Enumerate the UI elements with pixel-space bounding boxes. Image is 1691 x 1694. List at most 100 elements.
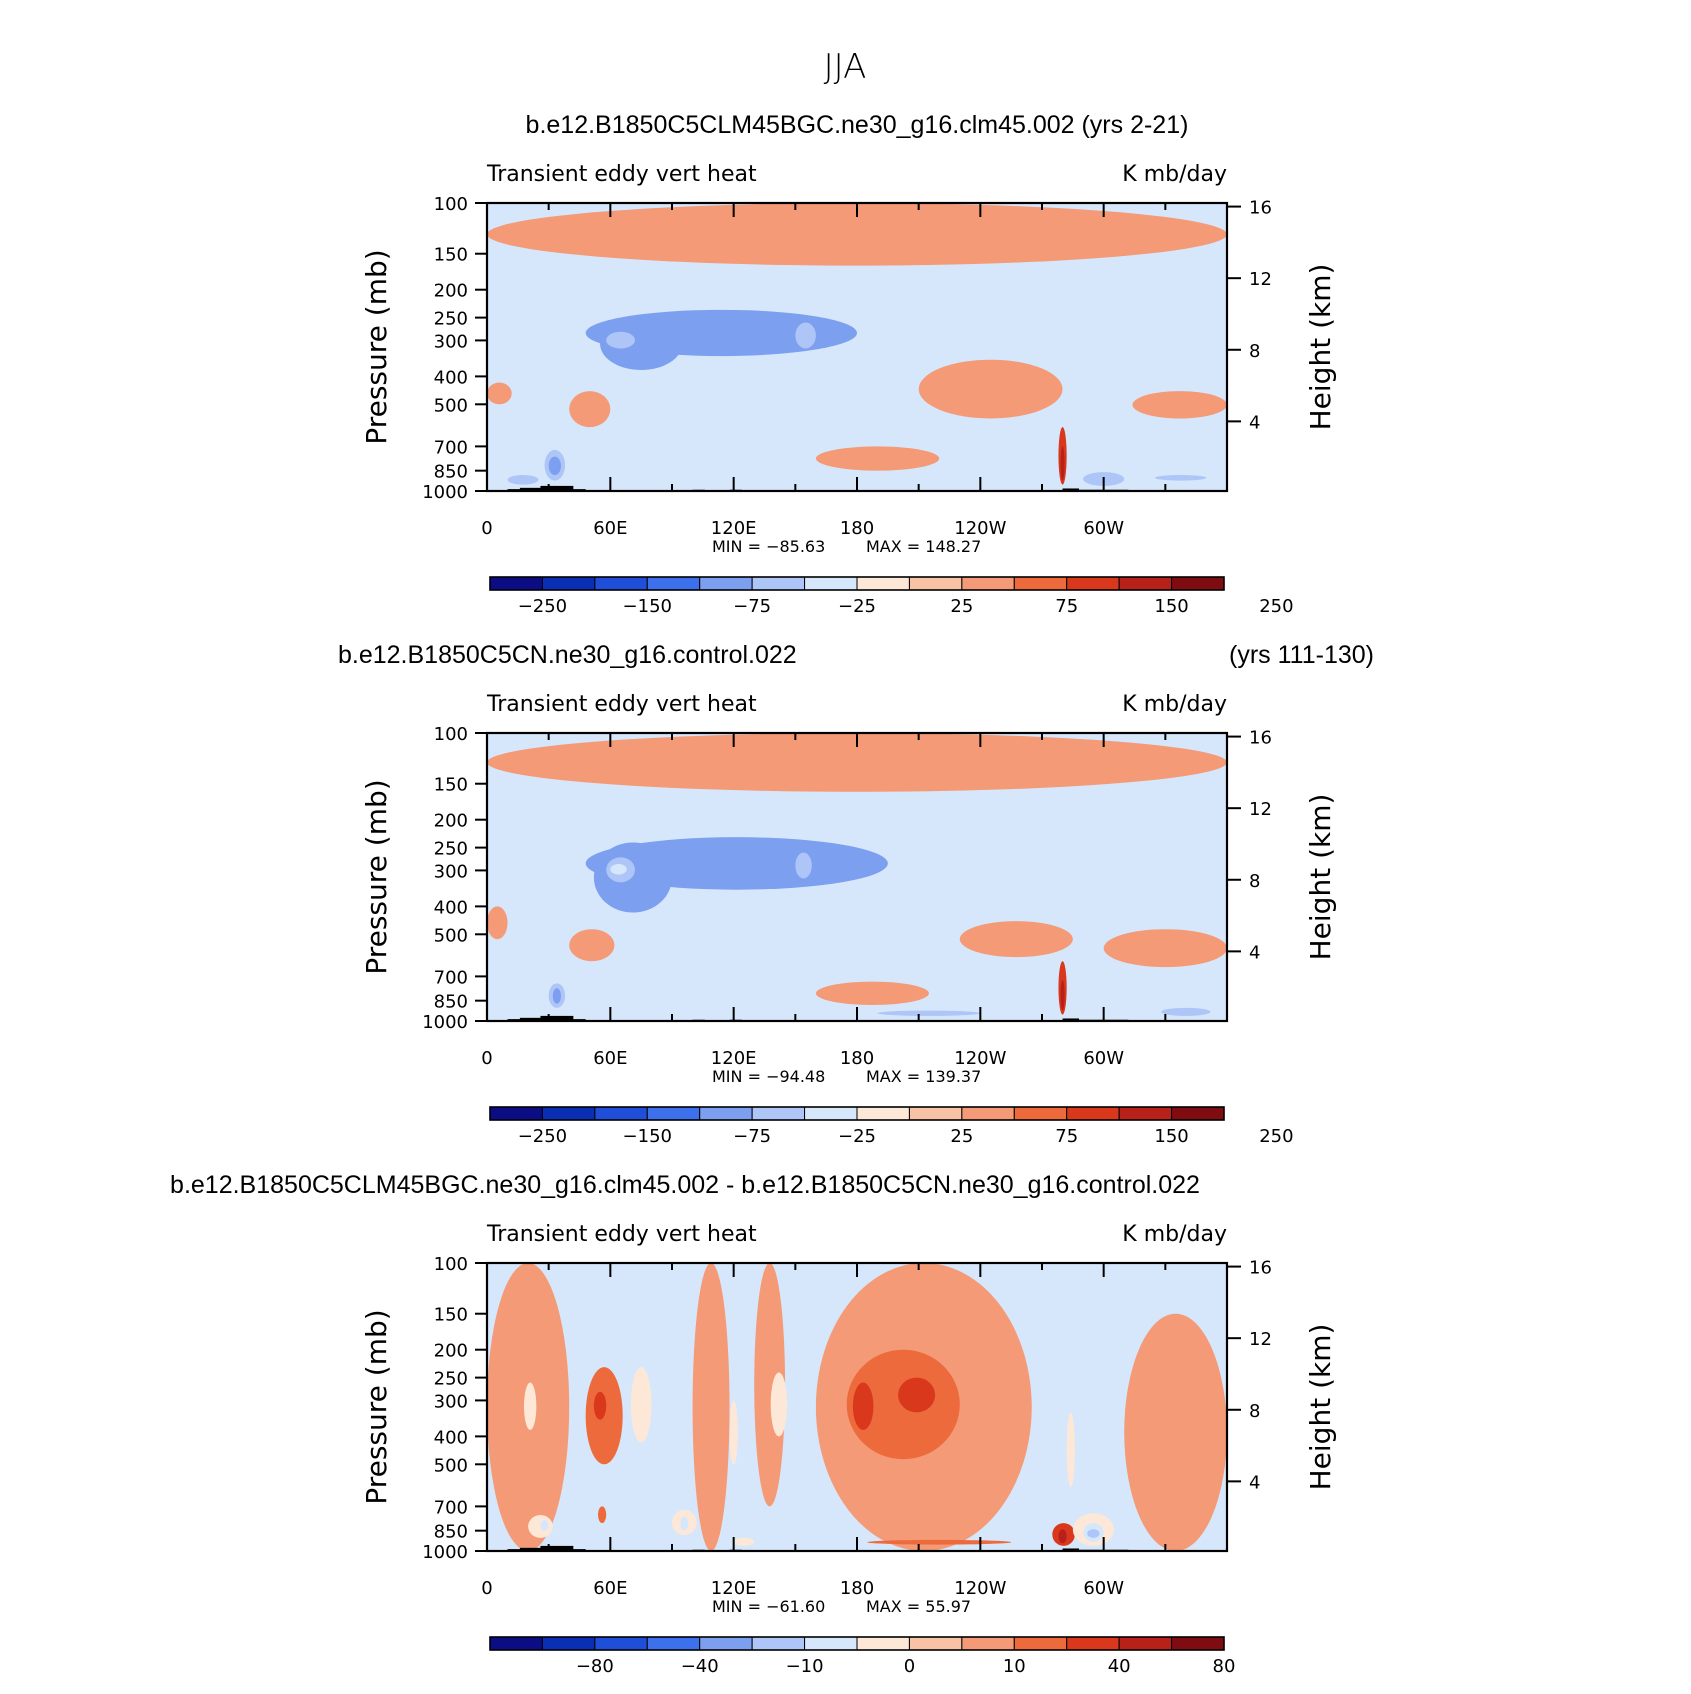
colorbar-frame bbox=[489, 576, 1225, 591]
x-tick-label: 60E bbox=[593, 1578, 627, 1599]
contour-region bbox=[852, 1382, 874, 1430]
figure-title: JJA bbox=[824, 47, 867, 87]
min-value: MIN = −61.60 bbox=[712, 1597, 825, 1616]
panel-units-label: K mb/day bbox=[1122, 692, 1227, 717]
max-value: MAX = 148.27 bbox=[866, 537, 981, 556]
contour-region bbox=[606, 331, 635, 349]
panel-left-label: Transient eddy vert heat bbox=[486, 692, 757, 717]
colorbar-segment bbox=[594, 1636, 648, 1651]
y-tick-label: 700 bbox=[434, 967, 468, 988]
x-tick-label: 0 bbox=[481, 1048, 492, 1069]
colorbar-segment bbox=[699, 1636, 753, 1651]
y2-tick-label: 16 bbox=[1249, 198, 1272, 219]
colorbar-label: 25 bbox=[950, 1126, 973, 1147]
colorbar-label: 80 bbox=[1213, 1656, 1236, 1677]
y2-axis-title: Height (km) bbox=[1304, 1324, 1337, 1491]
colorbar-segment bbox=[856, 576, 910, 591]
x-tick-label: 0 bbox=[481, 518, 492, 539]
colorbar-label: 250 bbox=[1259, 596, 1293, 617]
contour-region bbox=[692, 1263, 730, 1551]
colorbar-segment bbox=[961, 1636, 1015, 1651]
colorbar-segment bbox=[594, 1106, 648, 1121]
contour-region bbox=[795, 322, 816, 349]
y-tick-label: 200 bbox=[434, 811, 468, 832]
contour-region bbox=[593, 1391, 607, 1420]
terrain-mask bbox=[519, 1017, 541, 1021]
contour-region bbox=[507, 475, 539, 485]
contour-layer bbox=[487, 1263, 1227, 1551]
y2-tick-label: 8 bbox=[1249, 1401, 1260, 1422]
colorbar-segment bbox=[856, 1106, 910, 1121]
y2-tick-label: 16 bbox=[1249, 1258, 1272, 1279]
contour-region bbox=[540, 1519, 549, 1531]
contour-region bbox=[754, 1263, 786, 1507]
colorbar-label: −75 bbox=[733, 596, 771, 617]
terrain-mask bbox=[519, 487, 541, 491]
contour-region bbox=[600, 317, 683, 370]
max-value: MAX = 55.97 bbox=[866, 1597, 971, 1616]
contour-region bbox=[487, 382, 512, 405]
y2-tick-label: 4 bbox=[1249, 1472, 1260, 1493]
colorbar-label: 40 bbox=[1108, 1656, 1131, 1677]
panel-left-label: Transient eddy vert heat bbox=[486, 162, 757, 187]
x-tick-label: 120W bbox=[954, 1048, 1006, 1069]
contour-region bbox=[1060, 446, 1065, 481]
panel-title-right: (yrs 111-130) bbox=[1229, 641, 1374, 669]
colorbar-segment bbox=[751, 1636, 806, 1651]
colorbar-segment bbox=[804, 576, 858, 591]
colorbar-segment bbox=[1013, 1636, 1068, 1651]
y-tick-label: 400 bbox=[434, 367, 468, 388]
max-value: MAX = 139.37 bbox=[866, 1067, 981, 1086]
contour-region bbox=[733, 1537, 755, 1546]
contour-region bbox=[524, 1382, 537, 1430]
colorbar-segment bbox=[961, 1106, 1015, 1121]
contour-layer bbox=[487, 203, 1227, 491]
contour-region bbox=[1060, 979, 1065, 1011]
x-tick-label: 120W bbox=[954, 1578, 1006, 1599]
y-tick-label: 250 bbox=[434, 1369, 468, 1390]
colorbar-segment bbox=[699, 1106, 753, 1121]
y2-tick-label: 12 bbox=[1249, 799, 1272, 820]
colorbar-segment bbox=[541, 1106, 596, 1121]
colorbar-segment bbox=[961, 576, 1015, 591]
contour-region bbox=[528, 1515, 553, 1538]
contour-region bbox=[918, 359, 1063, 419]
y-tick-label: 200 bbox=[434, 281, 468, 302]
colorbar-label: −10 bbox=[786, 1656, 824, 1677]
colorbar-label: −25 bbox=[838, 1126, 876, 1147]
colorbar-label: 150 bbox=[1154, 596, 1188, 617]
panel-title: b.e12.B1850C5CLM45BGC.ne30_g16.clm45.002… bbox=[170, 1171, 1200, 1199]
min-value: MIN = −94.48 bbox=[712, 1067, 825, 1086]
colorbar-segment bbox=[804, 1106, 858, 1121]
colorbar-segment bbox=[489, 576, 543, 591]
colorbar-segment bbox=[804, 1636, 858, 1651]
contour-region bbox=[1161, 1007, 1211, 1016]
contour-region bbox=[1132, 391, 1227, 419]
y-tick-label: 300 bbox=[434, 861, 468, 882]
contour-region bbox=[867, 1539, 1012, 1545]
y2-axis-title: Height (km) bbox=[1304, 264, 1337, 431]
contour-region bbox=[630, 1367, 652, 1443]
colorbar-segment bbox=[489, 1636, 543, 1651]
y-tick-label: 150 bbox=[434, 775, 468, 796]
contour-region bbox=[680, 1516, 689, 1531]
x-tick-label: 120E bbox=[711, 1578, 757, 1599]
x-tick-label: 180 bbox=[840, 1578, 874, 1599]
contour-region bbox=[729, 1400, 738, 1465]
y-tick-label: 700 bbox=[434, 1497, 468, 1518]
contour-layer bbox=[487, 733, 1227, 1021]
colorbar-label: −25 bbox=[838, 596, 876, 617]
y-tick-label: 150 bbox=[434, 1305, 468, 1326]
x-tick-label: 120W bbox=[954, 518, 1006, 539]
y-tick-label: 1000 bbox=[422, 1542, 468, 1563]
x-tick-label: 60W bbox=[1083, 1578, 1124, 1599]
y2-tick-label: 16 bbox=[1249, 728, 1272, 749]
contour-region bbox=[1058, 1529, 1067, 1544]
colorbar-segment bbox=[646, 1106, 701, 1121]
colorbar-segment bbox=[646, 1636, 701, 1651]
x-tick-label: 0 bbox=[481, 1578, 492, 1599]
colorbar-label: 25 bbox=[950, 596, 973, 617]
contour-region bbox=[610, 863, 627, 875]
colorbar-segment bbox=[1171, 1106, 1225, 1121]
colorbar-segment bbox=[751, 576, 806, 591]
